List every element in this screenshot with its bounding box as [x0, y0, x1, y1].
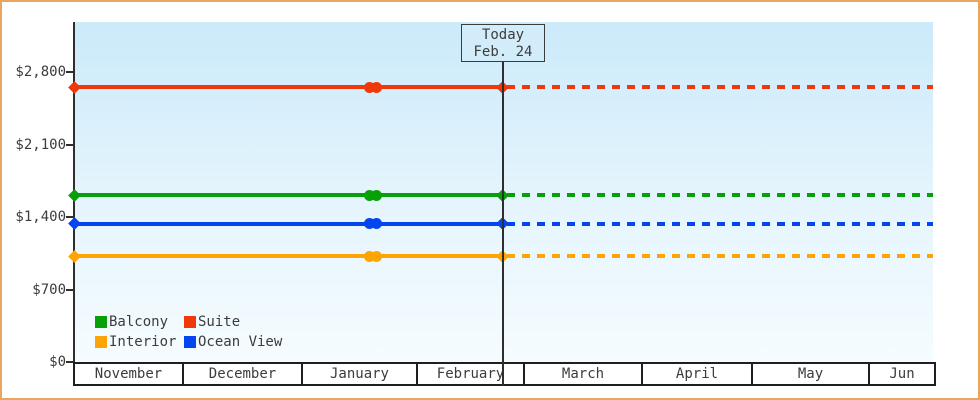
month-cell-march: March	[523, 364, 641, 384]
y-axis-tick-mark	[66, 361, 73, 363]
y-axis-tick-mark	[66, 143, 73, 146]
legend-swatch-icon	[184, 315, 196, 328]
data-point-marker-ocean-view	[363, 218, 375, 230]
series-projection-balcony	[506, 193, 933, 198]
data-point-marker-interior	[363, 250, 375, 262]
data-point-marker-suite	[363, 81, 375, 93]
legend-item-interior: Interior	[95, 333, 184, 350]
legend-swatch-icon	[184, 335, 196, 348]
legend-label: Ocean View	[198, 333, 283, 350]
month-cell-may: May	[751, 364, 868, 384]
month-cell-april: April	[641, 364, 751, 384]
data-point-marker-interior	[370, 250, 382, 262]
legend-swatch-icon	[95, 315, 107, 328]
y-axis-tick-label: $1,400	[15, 209, 66, 225]
today-callout-box: Today Feb. 24	[461, 24, 545, 62]
today-vertical-line	[502, 62, 504, 386]
month-cell-december: December	[182, 364, 301, 384]
x-axis-month-row: November December January February March Apri…	[73, 362, 936, 386]
month-cell-jun: Jun	[868, 364, 934, 384]
legend-swatch-icon	[95, 335, 107, 348]
month-cell-january: January	[301, 364, 416, 384]
data-point-marker-balcony	[363, 189, 375, 201]
y-axis-tick-mark	[66, 288, 73, 291]
today-date: Feb. 24	[473, 44, 533, 60]
series-line-interior	[74, 254, 503, 259]
data-point-marker-suite	[370, 81, 382, 93]
data-point-marker-balcony	[370, 189, 382, 201]
y-axis-tick-label: $2,800	[15, 64, 66, 80]
legend-item-suite: Suite	[184, 313, 282, 330]
month-cell-february: February	[416, 364, 523, 384]
series-projection-suite	[506, 85, 933, 90]
y-axis-tick-mark	[66, 216, 73, 218]
y-axis-tick-label: $2,100	[15, 136, 66, 153]
legend-item-balcony: Balcony	[95, 313, 184, 330]
data-point-marker-ocean-view	[370, 218, 382, 230]
legend: Balcony Suite Interior Ocean View	[95, 313, 283, 350]
series-line-balcony	[74, 193, 503, 198]
series-projection-ocean-view	[506, 221, 933, 226]
y-axis-tick-label: $0	[49, 354, 66, 370]
legend-item-ocean-view: Ocean View	[184, 333, 283, 350]
y-axis-tick-label: $700	[32, 281, 66, 298]
legend-label: Suite	[198, 313, 241, 330]
y-axis-tick-mark	[66, 71, 73, 73]
legend-label: Interior	[109, 333, 177, 350]
month-cell-november: November	[75, 364, 182, 384]
today-label: Today	[481, 27, 525, 43]
legend-label: Balcony	[109, 313, 169, 330]
series-line-ocean-view	[74, 221, 503, 226]
series-line-suite	[74, 85, 503, 90]
series-projection-interior	[506, 254, 933, 259]
